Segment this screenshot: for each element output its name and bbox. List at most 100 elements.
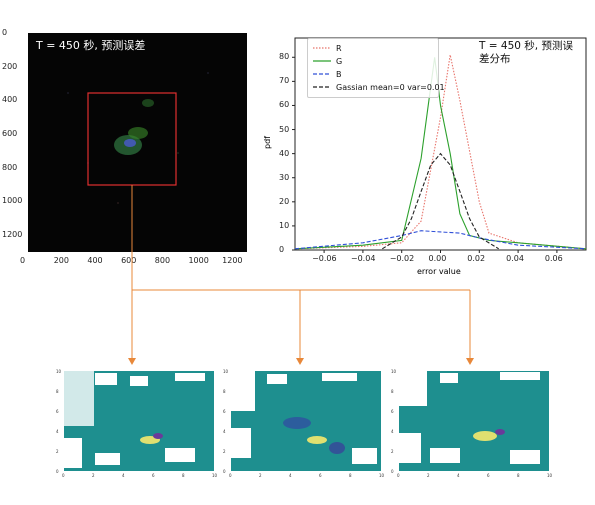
crop-x-tick: 8 xyxy=(182,473,185,478)
pdf-x-tick: 0.02 xyxy=(467,254,486,263)
crop-x-tick: 4 xyxy=(122,473,125,478)
pdf-y-tick: 30 xyxy=(279,172,290,182)
crop-x-tick: 0 xyxy=(62,473,65,478)
error-image-y-tick: 400 xyxy=(2,95,18,105)
crop-y-tick: 0 xyxy=(56,469,59,474)
crop-y-tick: 4 xyxy=(223,429,226,434)
legend-label: G xyxy=(336,56,343,66)
crop-x-tick: 2 xyxy=(92,473,95,478)
crop-y-tick: 4 xyxy=(391,429,394,434)
legend-label: Gassian mean=0 var=0.01 xyxy=(336,82,445,92)
pdf-chart-title: T = 450 秒, 预测误 差分布 xyxy=(479,40,573,66)
pdf-y-tick: 10 xyxy=(279,220,290,230)
crop-y-tick: 2 xyxy=(223,449,226,454)
error-image-y-tick: 200 xyxy=(2,61,18,71)
crop-panel-1: 0 2 4 6 8 10 10 8 6 4 2 0 xyxy=(55,368,220,483)
pdf-x-tick: 0.04 xyxy=(506,254,524,263)
pdf-series-line xyxy=(294,54,587,250)
pdf-y-tick: 60 xyxy=(279,100,290,110)
legend-label: R xyxy=(336,43,342,53)
legend-entry: Gassian mean=0 var=0.01 xyxy=(312,81,445,93)
error-image-x-tick: 0 xyxy=(20,256,26,265)
crop-x-tick: 4 xyxy=(457,473,460,478)
crop-y-tick: 8 xyxy=(223,389,226,394)
crop-panel-2: 0 2 4 6 8 10 10 8 6 4 2 0 xyxy=(222,368,387,483)
crop-x-tick: 8 xyxy=(517,473,520,478)
pdf-y-tick: 50 xyxy=(279,124,290,134)
crop-y-tick: 8 xyxy=(56,389,59,394)
crop-y-tick: 10 xyxy=(223,369,229,374)
legend-swatch xyxy=(313,86,331,88)
legend-entry: G xyxy=(312,55,342,67)
error-image-x-tick: 1000 xyxy=(188,256,209,265)
pdf-chart-panel: T = 450 秒, 预测误 差分布 pdf error value −0.06… xyxy=(262,30,595,280)
error-image-y-tick: 1000 xyxy=(2,196,23,206)
crop-x-tick: 0 xyxy=(229,473,232,478)
crop-y-tick: 2 xyxy=(56,449,59,454)
crop-x-tick: 2 xyxy=(427,473,430,478)
arrow-head xyxy=(466,358,474,365)
pdf-y-tick: 0 xyxy=(279,245,285,254)
pdf-x-tick: −0.02 xyxy=(389,254,415,263)
pdf-series-line xyxy=(382,152,499,250)
crop-y-tick: 6 xyxy=(391,409,394,414)
arrow-head xyxy=(128,358,136,365)
crop-y-tick: 6 xyxy=(56,409,59,414)
error-image-y-tick: 0 xyxy=(2,28,8,37)
error-image-title: T = 450 秒, 预测误差 xyxy=(36,39,146,52)
pdf-series-line xyxy=(294,57,587,250)
error-image-x-tick: 1200 xyxy=(222,256,243,265)
crop-y-tick: 2 xyxy=(391,449,394,454)
legend-swatch xyxy=(313,47,331,49)
pdf-chart-title-line1: T = 450 秒, 预测误 xyxy=(479,40,573,52)
pdf-y-tick: 80 xyxy=(279,52,290,62)
pdf-y-tick: 40 xyxy=(279,148,290,158)
error-image-x-tick: 800 xyxy=(154,256,171,265)
pdf-x-tick: −0.06 xyxy=(312,254,337,263)
error-image-x-tick: 400 xyxy=(87,256,103,265)
legend-entry: R xyxy=(312,42,342,54)
pdf-chart-title-line2: 差分布 xyxy=(479,53,511,65)
crop-y-tick: 0 xyxy=(391,469,394,474)
pdf-legend: R G B Gassian mean=0 var=0.01 xyxy=(307,38,445,98)
error-image: T = 450 秒, 预测误差 xyxy=(28,33,247,252)
legend-entry: B xyxy=(312,68,342,80)
arrow-head xyxy=(296,358,304,365)
pdf-x-tick: 0.06 xyxy=(544,254,563,263)
crop-x-tick: 4 xyxy=(289,473,292,478)
crop-x-tick: 2 xyxy=(259,473,262,478)
error-image-x-tick: 600 xyxy=(121,256,137,265)
pdf-y-tick: 20 xyxy=(279,196,290,206)
crop-x-tick: 10 xyxy=(547,473,553,478)
legend-label: B xyxy=(336,69,342,79)
pdf-ylabel: pdf xyxy=(262,136,272,149)
crop-y-tick: 6 xyxy=(223,409,226,414)
error-image-x-tick: 200 xyxy=(53,256,69,265)
error-image-y-tick: 800 xyxy=(2,162,18,172)
error-image-y-tick: 1200 xyxy=(2,230,23,240)
crop-x-tick: 10 xyxy=(379,473,385,478)
crop-y-tick: 4 xyxy=(56,429,59,434)
crop-y-tick: 8 xyxy=(391,389,394,394)
crop-panel-3: 0 2 4 6 8 10 10 8 6 4 2 0 xyxy=(390,368,555,483)
error-image-y-tick: 600 xyxy=(2,129,18,139)
crop-x-tick: 6 xyxy=(487,473,490,478)
pdf-x-tick: −0.04 xyxy=(350,254,376,263)
pdf-xlabel: error value xyxy=(417,267,461,276)
crop-x-tick: 0 xyxy=(397,473,400,478)
error-image-panel: T = 450 秒, 预测误差 0 200 400 600 800 1000 1200 0 2… xyxy=(0,0,260,275)
pdf-series-line xyxy=(294,230,587,250)
error-image-texture xyxy=(67,72,209,204)
crop-y-tick: 10 xyxy=(56,369,62,374)
crop-x-tick: 8 xyxy=(349,473,352,478)
crop-x-tick: 6 xyxy=(152,473,155,478)
pdf-x-tick: 0.00 xyxy=(428,254,447,263)
legend-swatch xyxy=(313,73,331,75)
crop-x-tick: 10 xyxy=(212,473,218,478)
pdf-y-tick: 70 xyxy=(279,76,290,86)
crop-y-tick: 0 xyxy=(223,469,226,474)
error-hotspot xyxy=(114,99,154,155)
crop-x-tick: 6 xyxy=(319,473,322,478)
crop-y-tick: 10 xyxy=(391,369,397,374)
legend-swatch xyxy=(313,60,331,62)
